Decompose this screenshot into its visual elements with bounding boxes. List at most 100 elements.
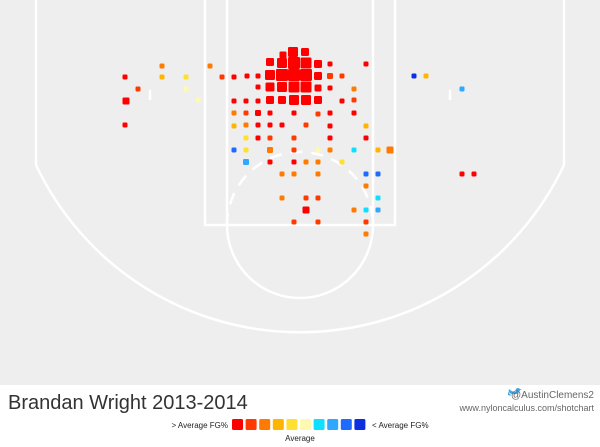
shot-square [265, 70, 275, 80]
shot-square [339, 98, 345, 104]
legend-swatch [354, 419, 366, 430]
shot-square [351, 147, 357, 153]
shot-square [266, 96, 274, 104]
shot-square [327, 110, 333, 116]
shot-square [459, 86, 465, 92]
shot-square [375, 171, 381, 177]
court-floor [0, 0, 600, 385]
legend-swatch [286, 419, 298, 430]
shot-square [195, 97, 201, 103]
shot-square [255, 135, 261, 141]
shot-square [207, 63, 213, 69]
shot-square [255, 98, 261, 104]
shot-square [327, 147, 333, 153]
shot-square [411, 73, 417, 79]
shot-square [386, 146, 394, 154]
legend-swatch [327, 419, 339, 430]
shot-square [243, 98, 249, 104]
shot-square [219, 74, 225, 80]
shot-square [423, 73, 429, 79]
shot-square [300, 81, 312, 93]
shot-square [289, 95, 299, 105]
shot-square [327, 85, 333, 91]
shot-square [243, 147, 249, 153]
shot-square [339, 73, 345, 79]
shot-square [327, 135, 333, 141]
legend-swatch [259, 419, 271, 430]
shot-square [243, 135, 249, 141]
shot-square [288, 81, 300, 93]
shot-square [231, 147, 237, 153]
shot-square [267, 135, 273, 141]
shot-square [183, 86, 189, 92]
shot-square [244, 73, 250, 79]
shot-square [231, 98, 237, 104]
shot-square [303, 195, 309, 201]
shot-square [243, 159, 249, 165]
shot-square [255, 110, 261, 116]
url: www.nyloncalculus.com/shotchart [458, 403, 594, 413]
shot-square [363, 135, 369, 141]
legend-swatch [300, 419, 311, 430]
shot-square [255, 84, 261, 90]
shot-square [339, 159, 345, 165]
shot-square [243, 110, 249, 116]
credit: @AustinClemens2 [511, 390, 594, 401]
shot-square [327, 61, 333, 67]
shot-square [267, 147, 273, 153]
shot-square [231, 110, 237, 116]
shot-square [291, 135, 297, 141]
shot-square [291, 171, 297, 177]
shot-square [279, 51, 287, 59]
shot-square [159, 74, 165, 80]
shot-square [315, 219, 321, 225]
twitter-icon [508, 388, 522, 396]
shot-square [351, 97, 357, 103]
shot-square [291, 159, 297, 165]
shot-square [288, 69, 300, 81]
shot-square [231, 123, 237, 129]
shot-square [351, 207, 357, 213]
shot-square [314, 96, 322, 104]
shot-square [363, 171, 369, 177]
shot-square [291, 147, 297, 153]
shot-square [327, 123, 333, 129]
shot-square [375, 147, 381, 153]
shot-square [278, 96, 286, 104]
shot-square [314, 60, 322, 68]
shot-square [363, 231, 369, 237]
legend-swatch [340, 419, 352, 430]
legend-center-label: Average [285, 434, 315, 443]
shot-square [279, 122, 285, 128]
shot-square [266, 58, 274, 66]
shot-square [231, 74, 237, 80]
shot-square [122, 97, 130, 105]
shot-square [267, 110, 273, 116]
shot-square [122, 122, 128, 128]
shot-square [302, 206, 310, 214]
shot-square [300, 57, 312, 69]
shot-square [159, 63, 165, 69]
shot-square [303, 122, 309, 128]
legend-left-label: > Average FG% [171, 421, 228, 430]
shot-square [363, 219, 369, 225]
shot-square [314, 72, 322, 80]
legend-swatch [245, 419, 257, 430]
shot-square [301, 48, 309, 56]
shot-square [351, 110, 357, 116]
legend-swatch [313, 419, 325, 430]
shot-square [265, 82, 275, 92]
shot-square [288, 47, 298, 57]
shot-square [276, 69, 288, 81]
shot-square [277, 58, 287, 68]
shot-square [315, 171, 321, 177]
shot-square [255, 122, 261, 128]
shot-square [303, 159, 309, 165]
shot-square [459, 171, 465, 177]
court-lines [34, 0, 566, 334]
shot-square [301, 95, 311, 105]
shot-square [243, 122, 249, 128]
shot-square [363, 183, 369, 189]
shot-square [363, 61, 369, 67]
